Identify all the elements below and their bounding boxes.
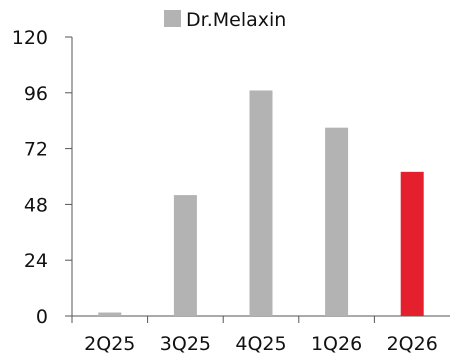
x-tick-label: 1Q26: [311, 333, 362, 355]
y-tick-label: 0: [36, 306, 48, 328]
bar-2q26: [400, 171, 424, 316]
bar-1q26: [325, 127, 349, 316]
y-tick-label: 24: [24, 250, 48, 272]
x-tick-label: 3Q25: [160, 333, 211, 355]
x-tick-label: 4Q25: [235, 333, 286, 355]
legend-swatch: [164, 10, 181, 27]
y-axis: 0 24 48 72 96 120: [12, 27, 73, 328]
y-tick-label: 96: [24, 83, 48, 105]
bars: [98, 90, 424, 316]
y-tick-label: 48: [24, 194, 48, 216]
x-tick-label: 2Q25: [84, 333, 135, 355]
bar-4q25: [249, 90, 273, 316]
legend-label: Dr.Melaxin: [186, 9, 286, 31]
bar-3q25: [173, 195, 197, 316]
y-tick-label: 72: [24, 139, 48, 161]
x-axis: 2Q25 3Q25 4Q25 1Q26 2Q26: [71, 315, 450, 355]
x-tick-label: 2Q26: [387, 333, 438, 355]
bar-2q25: [98, 312, 122, 316]
legend: Dr.Melaxin: [164, 9, 286, 31]
y-tick-label: 120: [12, 27, 48, 49]
